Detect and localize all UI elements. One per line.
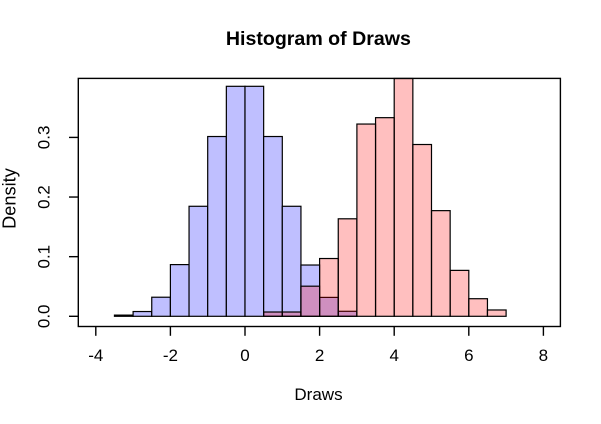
- svg-text:8: 8: [539, 346, 548, 365]
- svg-text:Density: Density: [0, 167, 20, 229]
- svg-text:0.0: 0.0: [35, 304, 54, 328]
- svg-text:4: 4: [389, 346, 398, 365]
- svg-text:6: 6: [464, 346, 473, 365]
- svg-text:Histogram of Draws: Histogram of Draws: [226, 28, 411, 50]
- svg-text:Draws: Draws: [294, 385, 342, 404]
- svg-text:2: 2: [315, 346, 324, 365]
- svg-text:-4: -4: [88, 346, 103, 365]
- svg-text:0.2: 0.2: [35, 185, 54, 209]
- svg-text:0: 0: [240, 346, 249, 365]
- svg-text:0.3: 0.3: [35, 126, 54, 150]
- svg-text:-2: -2: [163, 346, 178, 365]
- svg-text:0.1: 0.1: [35, 245, 54, 269]
